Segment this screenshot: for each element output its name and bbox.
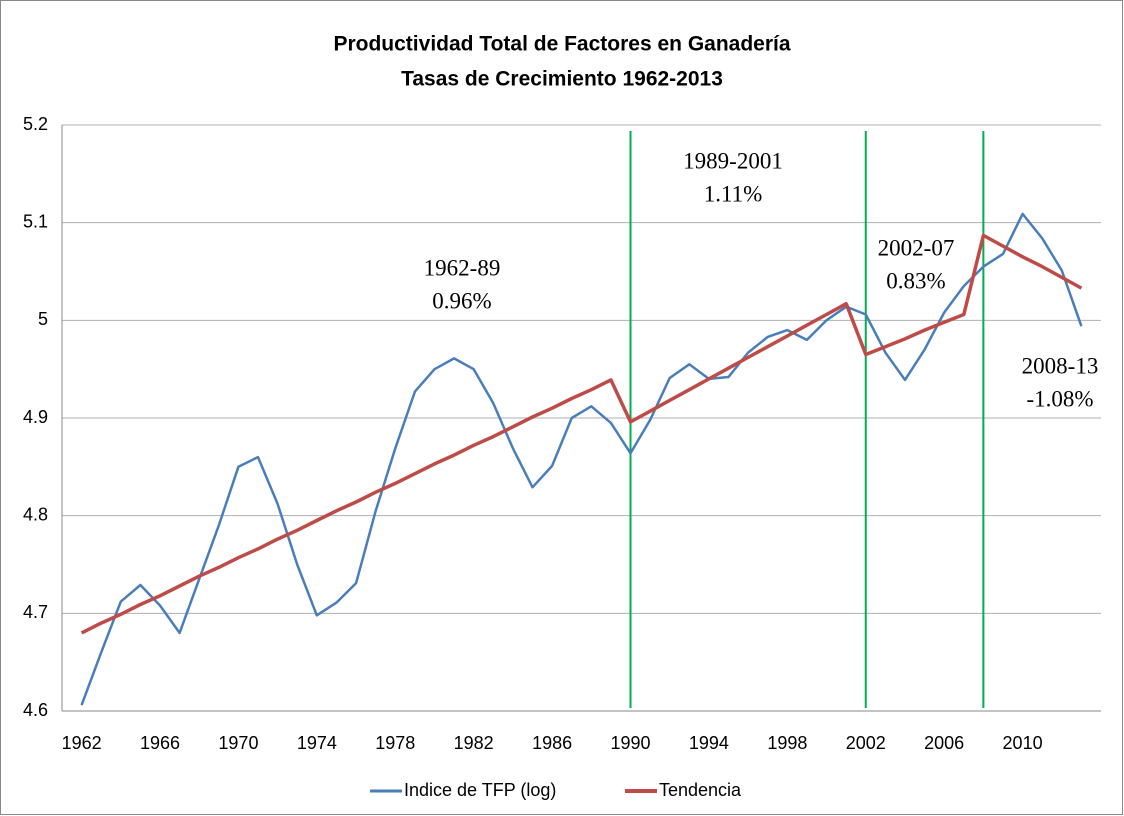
period-annotation: 2002-07 <box>878 235 955 260</box>
period-annotation: 1989-2001 <box>683 148 783 173</box>
period-annotation: 0.83% <box>886 268 945 293</box>
period-annotation: 0.96% <box>432 288 491 313</box>
series-line <box>80 233 1083 635</box>
x-tick-label: 1978 <box>375 733 415 753</box>
period-annotation: -1.08% <box>1026 386 1093 411</box>
legend-label: Indice de TFP (log) <box>404 780 556 800</box>
period-annotation: 1.11% <box>704 181 763 206</box>
x-tick-label: 1974 <box>297 733 337 753</box>
x-tick-label: 2010 <box>1003 733 1043 753</box>
y-tick-label: 4.6 <box>23 700 48 720</box>
chart-title: Productividad Total de Factores en Ganad… <box>333 33 790 56</box>
y-tick-label: 4.9 <box>23 407 48 427</box>
x-tick-label: 1962 <box>62 733 102 753</box>
series-line <box>80 212 1083 706</box>
y-tick-label: 5.2 <box>23 114 48 134</box>
x-tick-label: 1998 <box>767 733 807 753</box>
chart-subtitle: Tasas de Crecimiento 1962-2013 <box>401 68 723 91</box>
y-tick-label: 4.8 <box>23 504 48 524</box>
y-tick-label: 5 <box>38 309 48 329</box>
x-tick-label: 1970 <box>218 733 258 753</box>
x-tick-label: 1994 <box>689 733 729 753</box>
x-tick-label: 2002 <box>846 733 886 753</box>
x-tick-label: 1966 <box>140 733 180 753</box>
y-tick-label: 4.7 <box>23 602 48 622</box>
x-tick-label: 1990 <box>610 733 650 753</box>
legend-label: Tendencia <box>659 780 742 800</box>
x-tick-label: 1986 <box>532 733 572 753</box>
x-tick-label: 2006 <box>924 733 964 753</box>
period-annotation: 1962-89 <box>424 255 501 280</box>
x-tick-label: 1982 <box>454 733 494 753</box>
y-tick-label: 5.1 <box>23 211 48 231</box>
period-annotation: 2008-13 <box>1022 353 1099 378</box>
